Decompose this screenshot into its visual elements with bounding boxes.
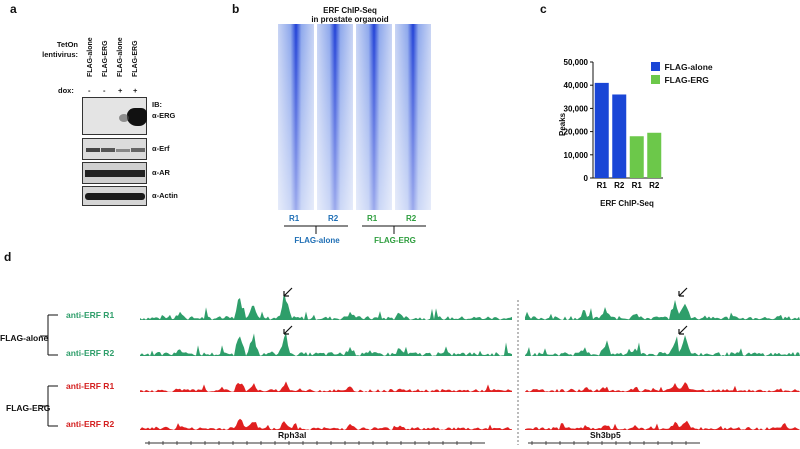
blot-label-erf: α-Erf — [152, 144, 170, 153]
peaks-bar-chart: 0 10,000 20,000 30,000 40,000 50,000 R1 R2 R1 R2 — [564, 58, 663, 190]
track-group-label-1: FLAG-alone — [0, 333, 49, 343]
peak-arrow-2 — [283, 325, 293, 335]
heatmap-title-2: in prostate organoid — [311, 15, 389, 24]
bar-1 — [594, 82, 609, 178]
track-label-2: anti-ERF R2 — [66, 348, 115, 358]
track-signal-2-1 — [140, 332, 512, 356]
dox-1: - — [88, 86, 91, 95]
rep-label-2: R2 — [328, 214, 339, 223]
x-tick-label: R1 — [632, 181, 643, 190]
track-label-4: anti-ERF R2 — [66, 419, 115, 429]
lane-label-2: FLAG-ERG — [102, 40, 109, 77]
group-label-flag-alone: FLAG-alone — [294, 236, 340, 245]
teton-label: TetOn lentivirus: — [42, 40, 78, 59]
blot-ar — [82, 162, 147, 184]
y-tick-label: 20,000 — [564, 128, 589, 137]
lane-label-3: FLAG-alone — [117, 37, 124, 77]
dox-4: + — [133, 86, 138, 95]
genome-tracks — [140, 287, 800, 445]
bar-3 — [629, 136, 644, 178]
legend-label-flag-alone: FLAG-alone — [664, 61, 713, 72]
dox-3: + — [118, 86, 123, 95]
blot-erg — [82, 97, 147, 135]
lane-label-1: FLAG-alone — [87, 37, 94, 77]
heatmap-title-1: ERF ChIP-Seq — [323, 6, 377, 15]
blot-label-erg: α-ERG — [152, 111, 176, 120]
panel-label-c: c — [540, 2, 547, 16]
rep-label-3: R1 — [367, 214, 378, 223]
dox-label: dox: — [58, 86, 74, 95]
blot-erf — [82, 138, 147, 160]
panel-label-a: a — [10, 2, 17, 16]
bar-2 — [612, 94, 627, 178]
blot-actin — [82, 186, 147, 206]
chip-heatmap — [278, 24, 432, 210]
x-tick-label: R2 — [614, 181, 625, 190]
bar-chart-ylabel: Peaks — [558, 112, 567, 136]
group-brackets — [284, 225, 426, 234]
track-signal-4-1 — [140, 418, 512, 430]
bar-chart-xlabel: ERF ChIP-Seq — [600, 199, 654, 208]
band-erg-faint — [119, 114, 129, 122]
track-label-1: anti-ERF R1 — [66, 310, 115, 320]
x-tick-label: R2 — [649, 181, 660, 190]
legend-flag-alone: FLAG-alone — [651, 58, 713, 76]
track-signal-4-2 — [525, 420, 800, 430]
track-brackets — [40, 314, 58, 427]
ib-label: IB: — [152, 100, 162, 109]
lane-label-4: FLAG-ERG — [132, 40, 139, 77]
track-label-3: anti-ERF R1 — [66, 381, 115, 391]
track-group-label-2: FLAG-ERG — [6, 403, 51, 413]
track-signal-3-1 — [140, 381, 512, 392]
legend-swatch-flag-alone — [651, 62, 660, 72]
gene-label-sh3bp5: Sh3bp5 — [590, 430, 621, 440]
band-erg — [127, 108, 147, 126]
track-signal-1-2 — [525, 299, 800, 320]
legend-swatch-flag-erg — [651, 75, 660, 85]
y-tick-label: 40,000 — [564, 81, 589, 90]
y-tick-label: 10,000 — [564, 151, 589, 160]
blot-label-actin: α-Actin — [152, 191, 178, 200]
track-signal-3-2 — [525, 382, 800, 392]
rep-label-1: R1 — [289, 214, 300, 223]
peak-arrow-1 — [283, 287, 293, 297]
rep-label-4: R2 — [406, 214, 417, 223]
y-tick-label: 50,000 — [564, 58, 589, 67]
group-label-flag-erg: FLAG-ERG — [374, 236, 416, 245]
y-tick-label: 30,000 — [564, 104, 589, 113]
legend-label-flag-erg: FLAG-ERG — [664, 74, 709, 85]
blot-label-ar: α-AR — [152, 168, 170, 177]
panel-label-d: d — [4, 250, 12, 264]
track-signal-1-1 — [140, 291, 512, 320]
x-tick-label: R1 — [597, 181, 608, 190]
dox-2: - — [103, 86, 106, 95]
peak-arrow-3 — [678, 287, 688, 297]
y-tick-label: 0 — [584, 174, 589, 183]
track-signal-2-2 — [525, 335, 800, 356]
gene-label-rph3al: Rph3al — [278, 430, 307, 440]
panel-label-b: b — [232, 2, 240, 16]
bar-4 — [647, 132, 662, 178]
peak-arrow-4 — [678, 325, 688, 335]
legend-flag-erg: FLAG-ERG — [651, 71, 709, 89]
